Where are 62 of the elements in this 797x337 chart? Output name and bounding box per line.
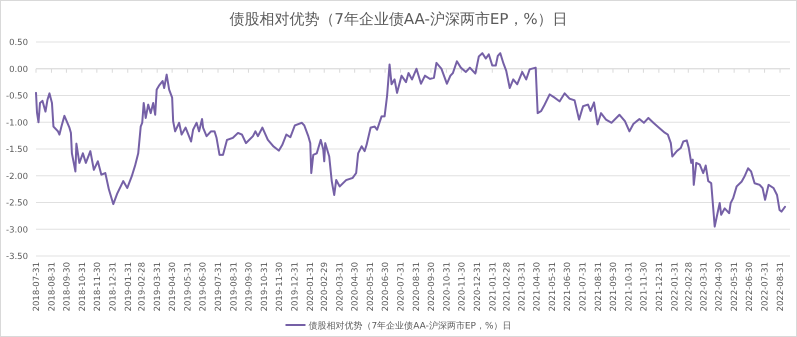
y-tick-label: -1.00 xyxy=(6,118,28,128)
x-tick-label: 2022-03-31 xyxy=(700,262,710,312)
x-tick-label: 2020-10-31 xyxy=(442,262,452,312)
x-tick-label: 2020-03-31 xyxy=(336,262,346,312)
x-tick-label: 2019-09-30 xyxy=(244,262,254,312)
y-tick-label: -1.50 xyxy=(6,145,28,155)
x-tick-label: 2021-03-31 xyxy=(518,262,528,312)
x-tick-label: 2019-07-31 xyxy=(214,262,224,312)
x-tick-label: 2021-02-28 xyxy=(502,262,512,312)
x-tick-label: 2019-11-30 xyxy=(274,262,285,312)
x-tick-label: 2021-10-31 xyxy=(624,262,634,312)
y-tick-label: -2.50 xyxy=(6,198,28,208)
x-tick-label: 2022-04-30 xyxy=(714,262,725,312)
x-tick-label: 2022-08-31 xyxy=(776,262,786,312)
y-tick-label: -0.50 xyxy=(6,92,28,102)
x-tick-label: 2018-12-31 xyxy=(108,262,118,312)
y-tick-label: -3.00 xyxy=(6,225,28,236)
x-tick-label: 2018-09-30 xyxy=(62,262,72,312)
x-tick-label: 2021-07-31 xyxy=(578,262,589,312)
x-tick-label: 2019-04-30 xyxy=(168,262,178,312)
x-tick-label: 2019-05-31 xyxy=(184,262,194,312)
x-tick-label: 2022-07-31 xyxy=(760,262,771,312)
x-tick-label: 2019-08-31 xyxy=(229,262,240,312)
x-tick-label: 2022-05-31 xyxy=(730,262,740,312)
legend-label: 债股相对优势（7年企业债AA-沪深两市EP，%）日 xyxy=(308,320,512,332)
x-tick-label: 2019-10-31 xyxy=(260,262,270,312)
x-tick-label: 2021-06-30 xyxy=(563,262,574,312)
x-tick-label: 2020-12-31 xyxy=(472,262,483,312)
x-tick-label: 2021-05-31 xyxy=(548,262,558,312)
x-tick-label: 2020-02-29 xyxy=(320,262,330,312)
x-tick-label: 2021-11-30 xyxy=(639,262,650,312)
x-tick-label: 2022-02-28 xyxy=(684,262,694,312)
x-tick-label: 2020-05-31 xyxy=(366,262,376,312)
x-tick-label: 2018-11-30 xyxy=(92,262,103,312)
y-tick-label: -2.00 xyxy=(6,172,28,182)
x-tick-label: 2021-08-31 xyxy=(594,262,604,312)
x-tick-label: 2019-06-30 xyxy=(198,262,209,312)
x-tick-label: 2020-01-31 xyxy=(306,262,316,312)
x-tick-label: 2021-04-30 xyxy=(532,262,543,312)
x-tick-label: 2019-01-31 xyxy=(124,262,134,312)
x-tick-label: 2021-12-31 xyxy=(654,262,665,312)
y-tick-label: -3.50 xyxy=(6,252,28,262)
x-tick-label: 2018-07-31 xyxy=(32,262,42,312)
x-tick-label: 2021-09-30 xyxy=(608,262,619,312)
x-tick-label: 2021-01-31 xyxy=(488,262,498,312)
y-tick-label: 0.50 xyxy=(9,38,28,48)
line-series xyxy=(35,52,786,228)
x-tick-label: 2019-12-31 xyxy=(290,262,300,312)
x-tick-label: 2020-11-30 xyxy=(457,262,468,312)
x-tick-label: 2020-07-31 xyxy=(396,262,407,312)
x-tick-label: 2022-01-31 xyxy=(670,262,680,312)
x-tick-label: 2018-10-31 xyxy=(78,262,88,312)
x-tick-label: 2022-06-30 xyxy=(745,262,756,312)
x-tick-label: 2018-08-31 xyxy=(47,262,58,312)
y-tick-label: 0.00 xyxy=(9,64,28,75)
x-tick-label: 2020-09-30 xyxy=(426,262,437,312)
chart-title: 债股相对优势（7年企业债AA-沪深两市EP，%）日 xyxy=(229,10,568,28)
x-tick-label: 2020-04-30 xyxy=(350,262,361,312)
x-tick-label: 2020-08-31 xyxy=(412,262,422,312)
x-tick-label: 2019-03-31 xyxy=(153,262,164,312)
x-tick-label: 2019-02-28 xyxy=(138,262,148,312)
x-tick-label: 2020-06-30 xyxy=(381,262,392,312)
